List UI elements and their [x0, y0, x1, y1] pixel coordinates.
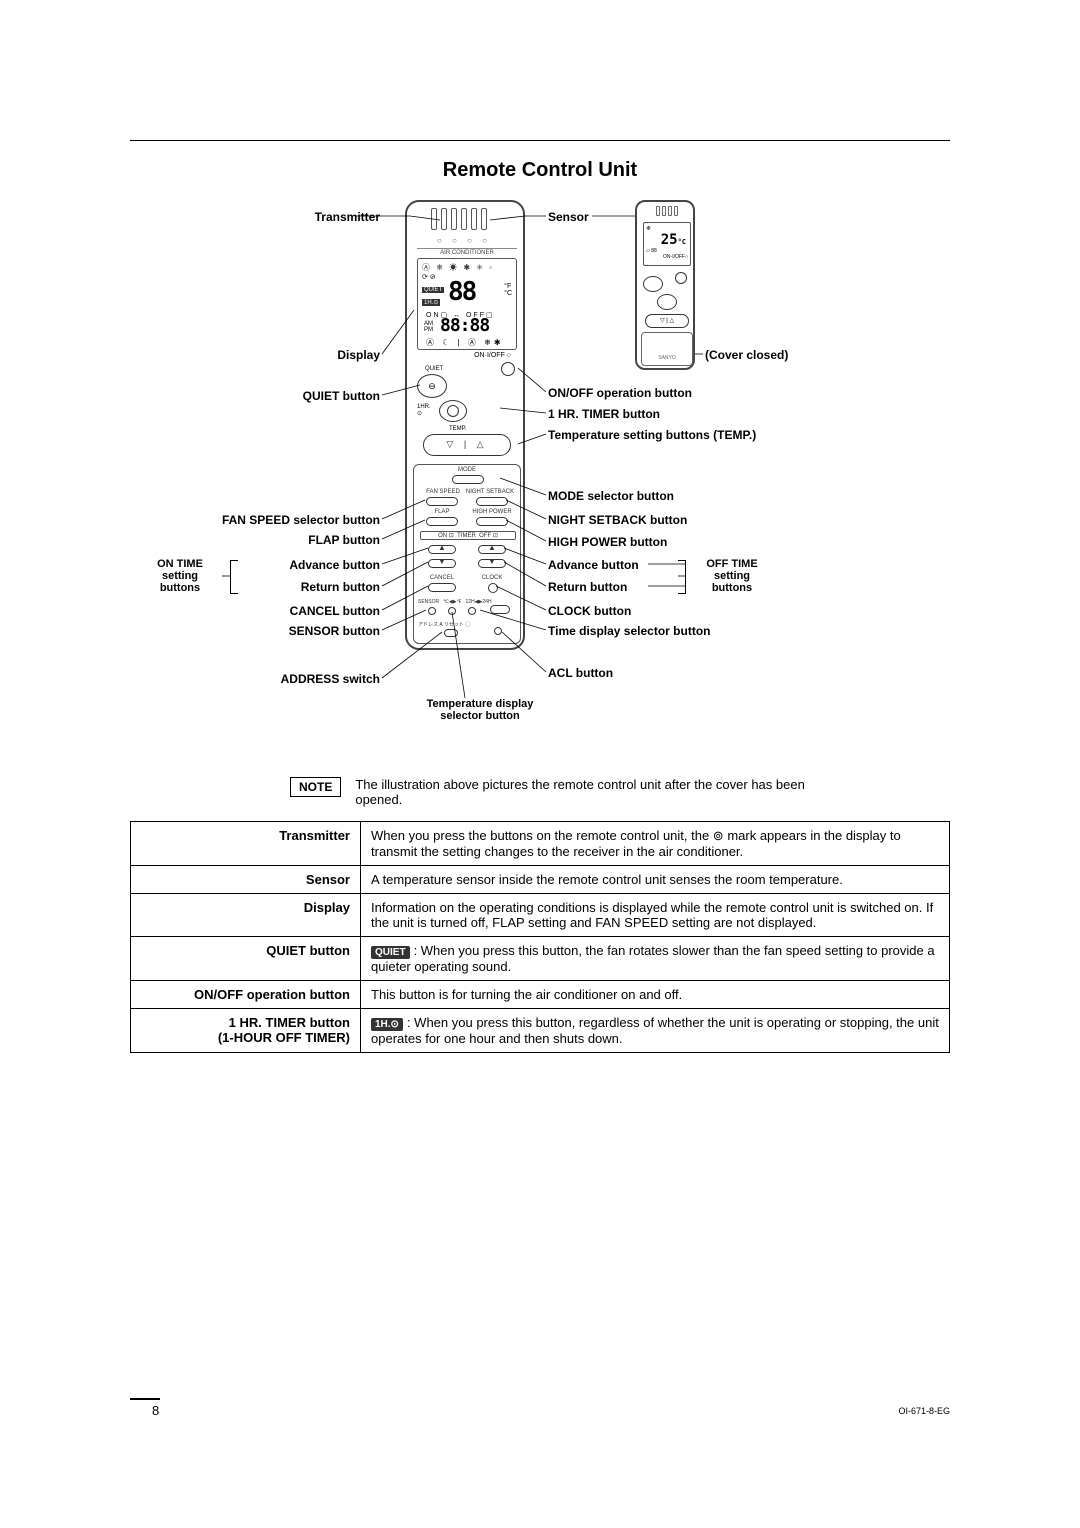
note-row: NOTE The illustration above pictures the…	[290, 777, 950, 807]
timedisp-btn[interactable]	[468, 607, 476, 615]
lbl-clock: CLOCK button	[548, 604, 631, 618]
lbl-sensor: Sensor	[548, 210, 589, 224]
lbl-timedisp: Time display selector button	[548, 624, 710, 638]
lbl-adv-l: Advance button	[240, 558, 380, 572]
table-row: DisplayInformation on the operating cond…	[131, 894, 950, 937]
row-key: Display	[131, 894, 361, 937]
table-body: TransmitterWhen you press the buttons on…	[131, 822, 950, 1053]
note-text: The illustration above pictures the remo…	[355, 777, 835, 807]
tempdisp-btn[interactable]	[448, 607, 456, 615]
remote-diagram: ○ ○ ○ ○ AIR CONDITIONER Ⓐ ❄ ☀ ✱ ✳ ◦ ⟳ ⊘ …	[130, 200, 950, 765]
lbl-quiet: QUIET button	[260, 389, 380, 403]
lbl-fanspeed: FAN SPEED selector button	[170, 513, 380, 527]
lbl-highpower: HIGH POWER button	[548, 535, 667, 549]
acl-btn[interactable]	[494, 627, 502, 635]
manual-page: Remote Control Unit ○ ○ ○ ○ AIR CONDITIO…	[0, 0, 1080, 1528]
lbl-sensor-btn: SENSOR button	[240, 624, 380, 638]
transmitter-window	[429, 206, 505, 236]
highpower-btn[interactable]	[476, 517, 508, 526]
lbl-night: NIGHT SETBACK button	[548, 513, 687, 527]
row-value: QUIET: When you press this button, the f…	[361, 937, 950, 981]
lbl-display: Display	[280, 348, 380, 362]
lbl-address: ADDRESS switch	[240, 672, 380, 686]
lbl-cancel: CANCEL button	[240, 604, 380, 618]
cancel-btn[interactable]	[428, 583, 456, 592]
lbl-adv-r: Advance button	[548, 558, 639, 572]
clock-btn[interactable]	[488, 583, 498, 593]
night-btn[interactable]	[476, 497, 508, 506]
lbl-cover: (Cover closed)	[705, 348, 788, 362]
onoff-btn[interactable]	[501, 362, 515, 376]
row-value: When you press the buttons on the remote…	[361, 822, 950, 866]
table-row: ON/OFF operation buttonThis button is fo…	[131, 981, 950, 1009]
remote-open: ○ ○ ○ ○ AIR CONDITIONER Ⓐ ❄ ☀ ✱ ✳ ◦ ⟳ ⊘ …	[405, 200, 525, 650]
quiet-btn[interactable]: ⊖	[417, 374, 447, 398]
address-sw[interactable]	[444, 629, 458, 637]
row-value: This button is for turning the air condi…	[361, 981, 950, 1009]
description-table: TransmitterWhen you press the buttons on…	[130, 821, 950, 1053]
lbl-1hr: 1 HR. TIMER button	[548, 407, 660, 421]
doc-id: OI-671-8-EG	[898, 1406, 950, 1416]
page-title: Remote Control Unit	[130, 159, 950, 182]
row-key: ON/OFF operation button	[131, 981, 361, 1009]
lbl-ret-r: Return button	[548, 580, 627, 594]
lbl-acl: ACL button	[548, 666, 613, 680]
mode-btn[interactable]	[452, 475, 484, 484]
fanspeed-btn[interactable]	[426, 497, 458, 506]
temp-btns[interactable]	[423, 434, 511, 456]
table-row: SensorA temperature sensor inside the re…	[131, 866, 950, 894]
sensor-btn[interactable]	[428, 607, 436, 615]
table-row: QUIET buttonQUIET: When you press this b…	[131, 937, 950, 981]
lbl-onoff: ON/OFF operation button	[548, 386, 692, 400]
1hr-btn[interactable]	[439, 400, 467, 422]
temp-digits: 88	[448, 277, 475, 307]
dots: ○ ○ ○ ○	[437, 236, 491, 245]
note-label: NOTE	[290, 777, 341, 797]
lcd-display: Ⓐ ❄ ☀ ✱ ✳ ◦ ⟳ ⊘ QUIET 1H.⊙ 88 °F°C ON▢ ↔…	[417, 258, 517, 350]
flap-btn[interactable]	[426, 517, 458, 526]
clock-digits: 88:88	[440, 315, 489, 336]
lbl-mode: MODE selector button	[548, 489, 674, 503]
row-key: Sensor	[131, 866, 361, 894]
table-row: TransmitterWhen you press the buttons on…	[131, 822, 950, 866]
row-value: A temperature sensor inside the remote c…	[361, 866, 950, 894]
lbl-ret-l: Return button	[240, 580, 380, 594]
row-value: 1H.⊙: When you press this button, regard…	[361, 1009, 950, 1053]
row-key: 1 HR. TIMER button(1-HOUR OFF TIMER)	[131, 1009, 361, 1053]
lbl-ontime-group: ON TIMEsettingbuttons	[140, 558, 220, 594]
lbl-tempdisp: Temperature displayselector button	[390, 698, 570, 722]
closed-display: ❄ 25°C ▱ 88 ON·I/OFF○	[643, 222, 691, 266]
remote-closed: ❄ 25°C ▱ 88 ON·I/OFF○ ▽ | △ SANYO	[635, 200, 695, 370]
lbl-temp: Temperature setting buttons (TEMP.)	[548, 428, 756, 442]
ac-label: AIR CONDITIONER	[417, 248, 517, 256]
row-key: QUIET button	[131, 937, 361, 981]
lbl-transmitter: Transmitter	[280, 210, 380, 224]
table-row: 1 HR. TIMER button(1-HOUR OFF TIMER)1H.⊙…	[131, 1009, 950, 1053]
top-rule	[130, 140, 950, 141]
lbl-offtime-group: OFF TIMEsettingbuttons	[692, 558, 772, 594]
lower-panel: MODE FAN SPEED NIGHT SETBACK FLAP HIGH P…	[413, 464, 521, 644]
page-number: 8	[152, 1403, 159, 1418]
lbl-flap: FLAP button	[250, 533, 380, 547]
row-value: Information on the operating conditions …	[361, 894, 950, 937]
row-key: Transmitter	[131, 822, 361, 866]
